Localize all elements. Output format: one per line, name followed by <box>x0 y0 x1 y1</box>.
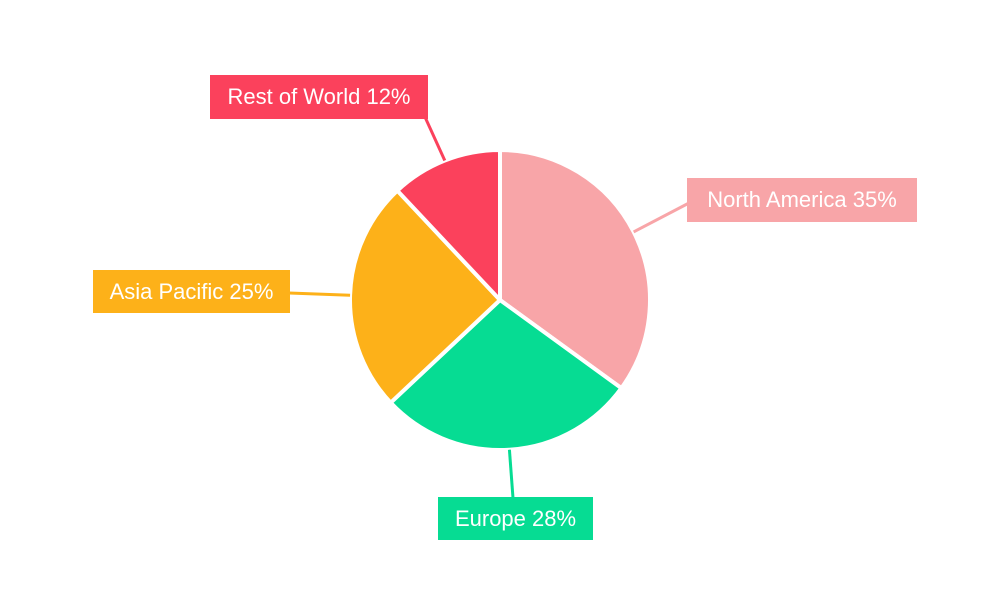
slice-label-asia-pacific[interactable]: Asia Pacific 25% <box>93 270 290 313</box>
pie-slice-north-america[interactable] <box>498 148 652 391</box>
leader-line-rest-of-world <box>423 116 447 162</box>
pie-slice-rest-of-world[interactable] <box>395 148 502 302</box>
leader-line-asia-pacific <box>288 291 351 297</box>
leader-line-north-america <box>632 201 690 234</box>
leader-line-europe <box>507 449 515 499</box>
slice-label-rest-of-world[interactable]: Rest of World 12% <box>210 75 428 119</box>
slice-label-text: Europe 28% <box>454 505 577 531</box>
slice-label-text: North America 35% <box>707 187 897 212</box>
slice-label-north-america[interactable]: North America 35% <box>687 178 917 222</box>
pie-slice-asia-pacific[interactable] <box>348 188 502 405</box>
slice-label-text: Asia Pacific 25% <box>109 278 274 304</box>
slice-label-europe[interactable]: Europe 28% <box>438 497 593 540</box>
slice-label-text: Rest of World 12% <box>227 84 411 109</box>
